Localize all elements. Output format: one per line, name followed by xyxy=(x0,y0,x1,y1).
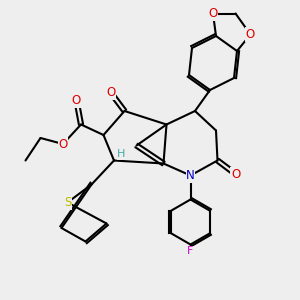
Text: O: O xyxy=(106,86,116,100)
Text: F: F xyxy=(187,246,194,256)
Text: O: O xyxy=(72,94,81,107)
Text: H: H xyxy=(117,149,126,160)
Text: S: S xyxy=(64,196,71,209)
Text: O: O xyxy=(246,28,255,41)
Text: O: O xyxy=(208,7,217,20)
Text: N: N xyxy=(186,169,195,182)
Text: O: O xyxy=(231,167,240,181)
Text: O: O xyxy=(58,137,68,151)
